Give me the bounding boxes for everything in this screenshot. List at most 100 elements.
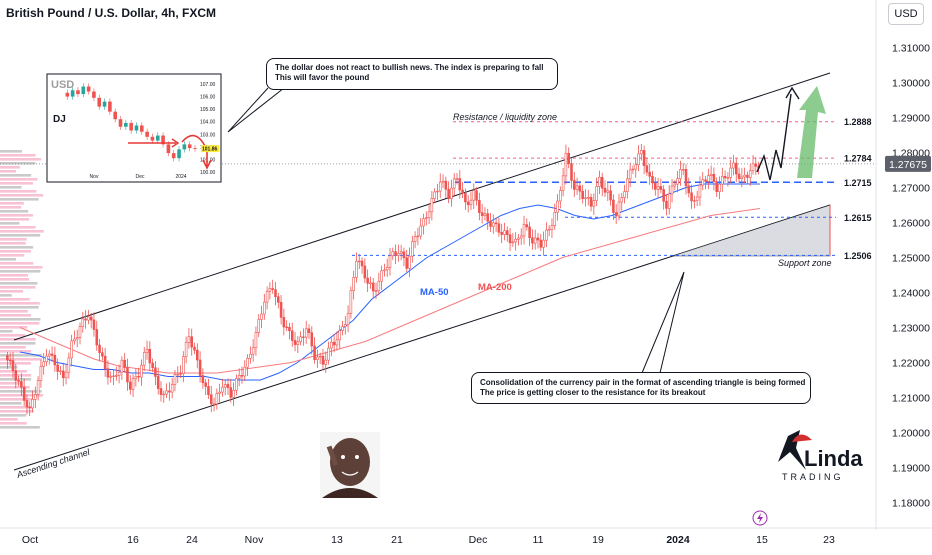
candle-body [494,222,498,225]
candles [6,143,760,416]
candle-body [408,255,411,269]
candle-body [517,237,520,240]
candle-body [631,168,635,171]
volume-bar [0,310,28,313]
candle-body [327,347,330,361]
candle-body [556,200,559,213]
candle-body [450,187,453,199]
volume-bar [0,422,27,425]
candle-body [131,378,135,390]
bottom-callout-line-1: Consolidation of the currency pair in th… [480,378,806,387]
volume-bar [0,278,30,281]
candle-body [182,356,185,374]
candle-body [109,375,112,378]
bottom-callout-line-2: The price is getting closer to the resis… [480,388,706,397]
candle-body [452,178,456,189]
y-tick-label: 1.30000 [892,78,930,90]
candle-body [707,175,710,182]
candle-body [126,367,129,383]
candle-body [282,317,286,328]
meme-smile [341,471,359,476]
candle-body [480,212,484,216]
candle-body [363,265,367,279]
volume-bar [0,266,43,269]
x-tick-label: 21 [391,534,403,546]
candle-body [176,373,180,376]
candle-body [422,218,425,227]
y-tick-label: 1.22000 [892,358,930,370]
candle-body [754,163,758,167]
candle-body [293,340,297,345]
inset-candle [124,122,128,127]
candle-body [34,394,37,400]
volume-bar [0,206,22,209]
candle-body [112,375,115,377]
currency-button[interactable]: USD [888,3,924,25]
inset-y-tick: 105.00 [200,107,216,113]
candle-body [687,185,691,194]
volume-bar [0,294,12,297]
candle-body [335,339,339,346]
candle-body [598,176,601,187]
candle-body [198,359,202,376]
forecast-path [756,93,792,181]
candle-body [497,223,501,233]
channel-upper-line [13,72,831,341]
chart-title: British Pound / U.S. Dollar, 4h, FXCM [6,6,217,20]
candle-body [693,200,696,202]
level-label: 1.2506 [844,251,872,261]
candle-body [503,230,506,235]
volume-bar [0,158,42,161]
volume-bar [0,166,20,169]
volume-bar [0,350,32,353]
volume-bar [0,330,13,333]
candle-body [684,169,688,187]
candle-body [223,384,227,388]
volume-bar [0,210,29,213]
candle-body [73,338,76,342]
inset-candle [97,97,102,107]
candle-body [586,197,590,199]
volume-bar [0,334,26,337]
candle-body [134,375,138,379]
candle-body [679,169,682,179]
candle-body [391,251,395,257]
candle-body [623,191,626,198]
y-axis[interactable]: 1.310001.300001.290001.280001.270001.260… [0,0,931,530]
candle-body [142,352,146,366]
candle-body [98,344,101,353]
x-axis[interactable]: Oct 16 24 Nov 13 21 Dec 11 19 2024 15 23 [0,510,932,546]
inset-down-arrowhead [202,159,212,170]
y-tick-label: 1.19000 [892,463,930,475]
x-tick-label: 13 [331,534,343,546]
candle-body [536,237,540,241]
volume-bar [0,174,32,177]
candle-body [271,288,274,290]
candle-body [28,406,32,409]
candle-body [101,352,104,357]
ma50-label: MA-50 [420,287,449,298]
forecast-arrows [756,86,826,181]
candle-body [232,389,235,398]
volume-bar [0,414,27,417]
support-label: Support zone [778,258,832,268]
candle-body [466,201,470,206]
volume-bar [0,250,31,253]
candle-body [229,387,233,398]
inset-sublabel: DJ [53,114,66,125]
volume-bar [0,198,39,201]
candle-body [651,176,654,184]
candle-body [734,162,738,175]
candle-body [455,178,459,180]
candle-body [670,185,674,195]
volume-profile [0,150,44,429]
candle-body [226,384,230,388]
inset-red-arrowhead [171,138,180,148]
candle-body [159,388,163,395]
candle-body [237,375,241,379]
support-triangle [671,204,831,257]
inset-x-tick: Dec [136,174,145,180]
y-tick-label: 1.31000 [892,43,930,55]
